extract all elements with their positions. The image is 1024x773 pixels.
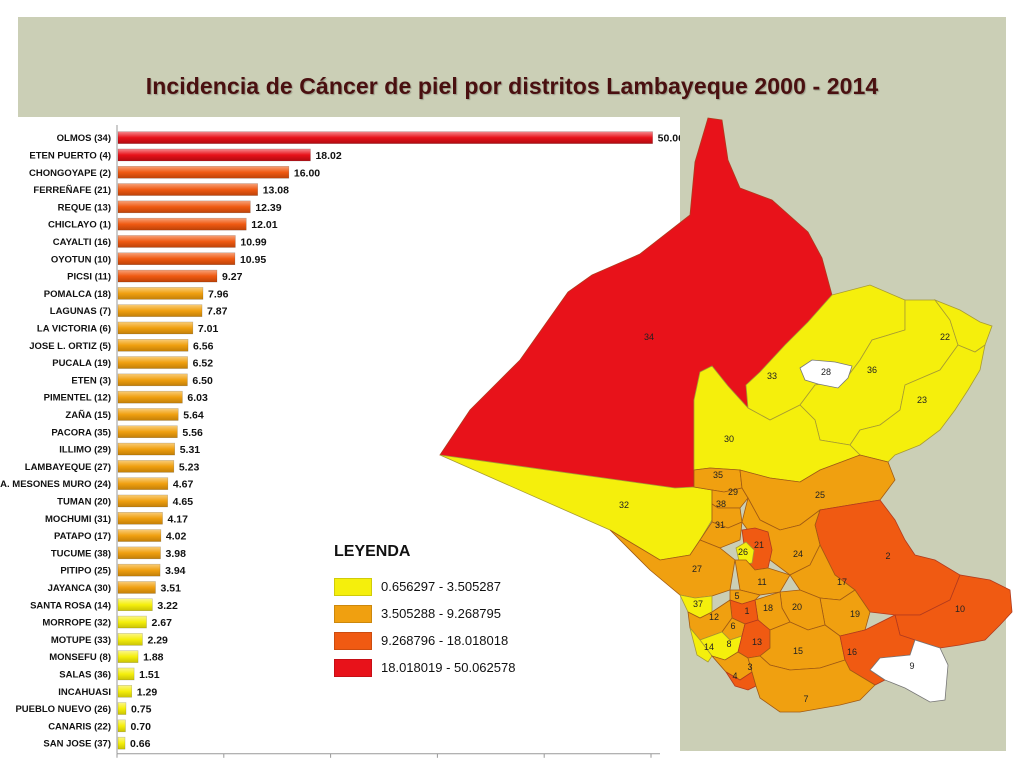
district-label: 33 xyxy=(767,371,777,381)
district-label: 12 xyxy=(709,612,719,622)
district-label: 29 xyxy=(728,487,738,497)
district-label: 21 xyxy=(754,540,764,550)
legend-swatch-1 xyxy=(334,578,372,596)
district-label: 19 xyxy=(850,609,860,619)
legend-item-3: 9.268796 - 18.018018 xyxy=(334,627,584,654)
legend-swatch-4 xyxy=(334,659,372,677)
district-label: 1 xyxy=(744,606,749,616)
district-label: 5 xyxy=(734,591,739,601)
legend-item-2: 3.505288 - 9.268795 xyxy=(334,600,584,627)
district-label: 20 xyxy=(792,602,802,612)
district-label: 16 xyxy=(847,647,857,657)
district-label: 22 xyxy=(940,332,950,342)
district-label: 30 xyxy=(724,434,734,444)
district-label: 3 xyxy=(747,662,752,672)
legend-title: LEYENDA xyxy=(334,543,584,561)
map-legend: LEYENDA 0.656297 - 3.505287 3.505288 - 9… xyxy=(334,543,584,681)
district-label: 17 xyxy=(837,577,847,587)
district-label: 35 xyxy=(713,470,723,480)
legend-swatch-2 xyxy=(334,605,372,623)
district-label: 36 xyxy=(867,365,877,375)
legend-item-4: 18.018019 - 50.062578 xyxy=(334,654,584,681)
legend-item-1: 0.656297 - 3.505287 xyxy=(334,573,584,600)
district-label: 4 xyxy=(732,671,737,681)
district-label: 25 xyxy=(815,490,825,500)
district-label: 6 xyxy=(730,621,735,631)
district-label: 32 xyxy=(619,500,629,510)
district-label: 11 xyxy=(757,577,766,587)
district-label: 34 xyxy=(644,332,654,342)
district-label: 24 xyxy=(793,549,803,559)
district-label: 14 xyxy=(704,642,714,652)
district-label: 9 xyxy=(909,661,914,671)
legend-label-3: 9.268796 - 18.018018 xyxy=(381,633,508,648)
legend-label-1: 0.656297 - 3.505287 xyxy=(381,579,501,594)
district-label: 18 xyxy=(763,603,773,613)
district-label: 7 xyxy=(803,694,808,704)
district-label: 23 xyxy=(917,395,927,405)
district-label: 2 xyxy=(885,551,890,561)
district-label: 38 xyxy=(716,499,726,509)
district-label: 28 xyxy=(821,367,831,377)
district-label: 27 xyxy=(692,564,702,574)
district-label: 37 xyxy=(693,599,703,609)
district-label: 8 xyxy=(726,639,731,649)
district-label: 10 xyxy=(955,604,965,614)
legend-label-2: 3.505288 - 9.268795 xyxy=(381,606,501,621)
district-label: 26 xyxy=(738,547,748,557)
legend-swatch-3 xyxy=(334,632,372,650)
district-label: 15 xyxy=(793,646,803,656)
district-label: 31 xyxy=(715,520,725,530)
district-label: 13 xyxy=(752,637,762,647)
legend-label-4: 18.018019 - 50.062578 xyxy=(381,660,515,675)
